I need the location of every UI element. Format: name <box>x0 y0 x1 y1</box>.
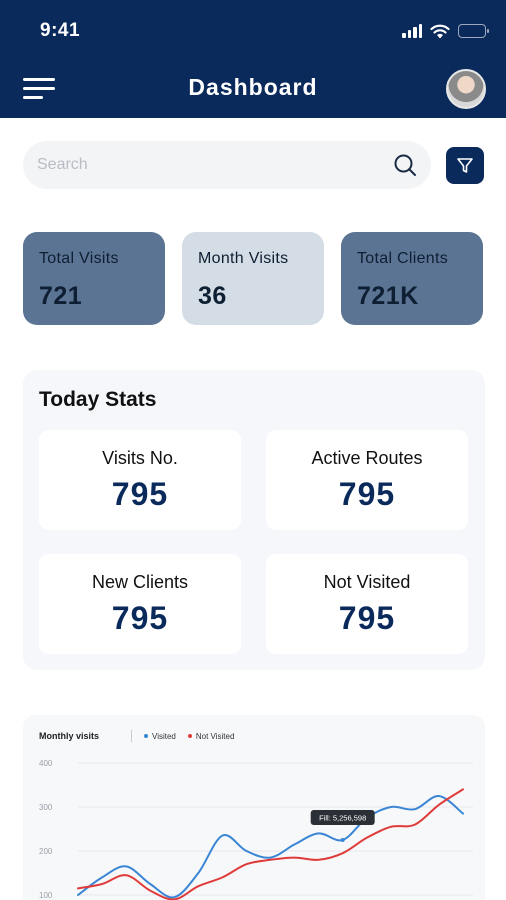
stat-label: Visits No. <box>102 448 178 468</box>
y-tick-label: 300 <box>39 803 53 812</box>
card-value: 721 <box>39 282 83 310</box>
menu-button[interactable] <box>23 78 55 100</box>
card-label: Total Visits <box>39 250 119 267</box>
y-tick-label: 100 <box>39 891 53 900</box>
section-title: Today Stats <box>39 388 157 411</box>
series-line-not-visited <box>77 788 464 900</box>
stat-value: 795 <box>338 476 396 512</box>
chart-plot: 100 200 300 400 Fill: 5,256,598 <box>39 759 473 900</box>
wifi-icon <box>430 24 450 38</box>
y-tick-label: 400 <box>39 759 53 768</box>
legend-label: Visited <box>152 731 176 741</box>
y-tick-label: 200 <box>39 847 53 856</box>
search-bar <box>23 141 431 189</box>
avatar[interactable] <box>446 69 486 109</box>
filter-button[interactable] <box>446 147 484 184</box>
stat-value: 795 <box>338 600 396 636</box>
filter-icon <box>457 157 473 173</box>
chart-title: Monthly visits <box>39 731 100 741</box>
card-label: Month Visits <box>198 250 289 267</box>
stat-label: Active Routes <box>311 448 423 468</box>
tooltip-box <box>310 810 375 825</box>
card-label: Total Clients <box>357 250 449 267</box>
stat-label: Not Visited <box>323 572 411 592</box>
stat-visits-no[interactable]: Visits No. 795 <box>39 430 241 530</box>
status-time: 9:41 <box>40 20 81 41</box>
stat-new-clients[interactable]: New Clients 795 <box>39 554 241 654</box>
tooltip-label: Fill: 5,256,598 <box>319 814 366 823</box>
card-value: 36 <box>198 282 227 310</box>
stat-active-routes[interactable]: Active Routes 795 <box>266 430 468 530</box>
total-clients-card[interactable]: Total Clients 721K <box>341 232 483 325</box>
tooltip-point <box>340 838 345 842</box>
search-icon[interactable] <box>393 153 417 177</box>
month-visits-card[interactable]: Month Visits 36 <box>182 232 324 325</box>
stat-value: 795 <box>111 600 169 636</box>
stat-value: 795 <box>111 476 169 512</box>
card-value: 721K <box>357 282 419 310</box>
battery-icon <box>458 24 489 38</box>
search-input[interactable] <box>37 141 377 189</box>
chart-legend: Visited Not Visited <box>131 730 234 742</box>
total-visits-card[interactable]: Total Visits 721 <box>23 232 165 325</box>
monthly-visits-chart: Monthly visits Visited Not Visited 100 20… <box>23 715 485 900</box>
page-title: Dashboard <box>188 74 318 100</box>
legend-visited[interactable]: Visited <box>144 732 176 741</box>
legend-not-visited[interactable]: Not Visited <box>187 731 235 741</box>
series-line-visited <box>77 795 464 899</box>
signal-icon <box>402 24 422 38</box>
stat-not-visited[interactable]: Not Visited 795 <box>266 554 468 654</box>
legend-label: Not Visited <box>195 731 235 741</box>
today-stats-panel: Today Stats Visits No. 795 Active Routes… <box>23 370 485 670</box>
app-header: 9:41 Dashboard <box>0 0 506 118</box>
status-icons <box>402 22 489 40</box>
stat-label: New Clients <box>91 572 189 592</box>
